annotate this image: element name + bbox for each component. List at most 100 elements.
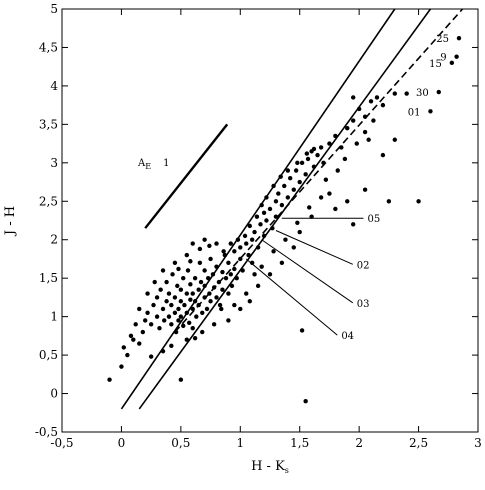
- data-point: [151, 302, 156, 308]
- labeled-point: [454, 54, 459, 59]
- data-point: [252, 229, 257, 235]
- data-point: [318, 195, 324, 200]
- data-point: [273, 214, 279, 219]
- callout-label: 02: [357, 260, 370, 271]
- data-point: [178, 299, 184, 304]
- data-point: [184, 337, 189, 342]
- data-point: [288, 176, 293, 181]
- data-point: [196, 287, 201, 292]
- data-point: [157, 325, 162, 331]
- data-point: [258, 222, 263, 227]
- x-tick-label: 2: [355, 436, 363, 450]
- data-point: [178, 314, 184, 319]
- data-point: [228, 241, 233, 246]
- data-point: [190, 241, 195, 246]
- callout-line: [261, 239, 354, 304]
- data-point: [190, 306, 195, 312]
- data-point: [188, 297, 193, 302]
- data-point: [392, 137, 397, 142]
- data-point: [305, 156, 311, 162]
- data-point: [323, 177, 329, 182]
- data-point: [125, 352, 130, 358]
- data-point: [202, 295, 207, 300]
- data-point: [234, 275, 239, 281]
- data-point: [335, 168, 340, 173]
- data-point: [261, 233, 267, 239]
- data-point: [190, 291, 195, 296]
- data-point: [210, 272, 216, 277]
- data-point: [207, 291, 212, 296]
- data-point: [176, 266, 181, 272]
- data-point: [368, 99, 374, 104]
- data-point: [311, 146, 317, 152]
- data-point: [197, 260, 203, 265]
- x-tick-label: 1,5: [290, 436, 309, 450]
- data-point: [235, 237, 241, 242]
- reddening-vector-line: [144, 123, 229, 229]
- data-point: [374, 95, 380, 100]
- data-point: [321, 160, 326, 166]
- data-point: [186, 320, 192, 325]
- data-point: [327, 141, 332, 146]
- y-tick-label: 2,5: [39, 194, 58, 208]
- data-point: [293, 168, 299, 173]
- data-point: [192, 275, 198, 281]
- data-point: [169, 302, 174, 308]
- data-point: [181, 275, 186, 281]
- data-point: [198, 279, 204, 285]
- data-point: [249, 237, 255, 242]
- data-point: [176, 318, 181, 323]
- data-point: [175, 283, 180, 289]
- data-point: [386, 199, 392, 204]
- data-point: [158, 287, 163, 292]
- data-point: [242, 233, 248, 239]
- data-point: [276, 191, 281, 196]
- y-tick-label: 4,5: [39, 40, 58, 54]
- data-point: [228, 272, 233, 277]
- data-point: [192, 335, 198, 341]
- data-point: [220, 287, 225, 292]
- y-tick-label: 3: [50, 156, 58, 170]
- y-tick-label: 0: [50, 387, 58, 401]
- data-point: [380, 152, 386, 158]
- plot-frame: [61, 8, 479, 433]
- data-point: [342, 156, 348, 162]
- data-point: [354, 141, 359, 146]
- data-point: [208, 299, 213, 304]
- data-point: [184, 310, 189, 315]
- data-point: [299, 328, 305, 333]
- data-point: [184, 291, 189, 296]
- data-point: [345, 199, 350, 204]
- callout-label: 05: [367, 214, 380, 225]
- data-point: [226, 260, 231, 265]
- data-point: [351, 222, 356, 227]
- data-point: [304, 151, 310, 156]
- data-point: [145, 310, 150, 315]
- data-point: [121, 345, 127, 350]
- data-point: [366, 137, 371, 142]
- data-point: [362, 129, 368, 135]
- y-tick-label: -0,5: [35, 425, 58, 439]
- data-point: [327, 191, 332, 196]
- data-point: [295, 220, 300, 226]
- data-point: [192, 299, 198, 304]
- data-point: [283, 237, 288, 242]
- data-point: [255, 283, 261, 289]
- data-point: [214, 295, 219, 300]
- data-point: [208, 256, 213, 262]
- labeled-point: [428, 109, 433, 114]
- data-point: [356, 106, 362, 112]
- y-tick-label: 0,5: [39, 348, 58, 362]
- data-point: [307, 205, 312, 210]
- data-point: [246, 252, 251, 258]
- point-label: 15: [429, 59, 442, 70]
- data-point: [351, 118, 356, 123]
- dashed-reference-line: [174, 8, 464, 333]
- data-points: [107, 91, 421, 404]
- data-point: [238, 245, 243, 250]
- data-point: [137, 341, 142, 346]
- data-point: [178, 287, 184, 292]
- data-point: [295, 160, 300, 166]
- data-point: [238, 256, 243, 262]
- reference-lines: [120, 8, 464, 410]
